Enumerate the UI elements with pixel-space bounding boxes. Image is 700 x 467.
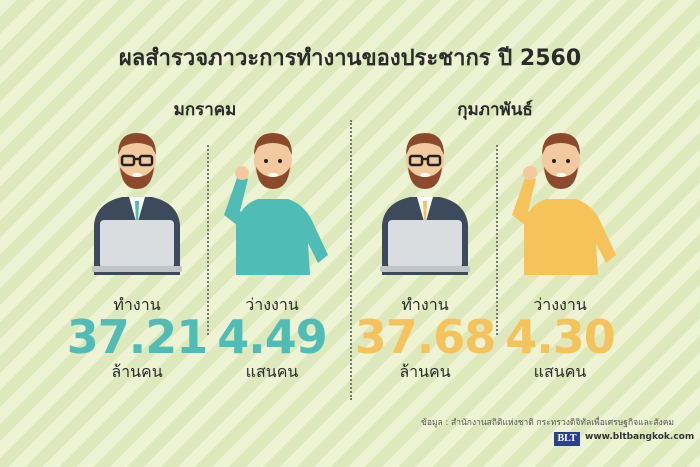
worker-laptop-figure (370, 125, 480, 275)
unemployed-unit: แสนคน (245, 362, 299, 381)
unemployed-value: 4.30 (505, 310, 616, 364)
employed-value: 37.21 (66, 310, 209, 364)
head (406, 133, 444, 189)
source-note: ข้อมูล : สำนักงานสถิติแห่งชาติ กระทรวงดิ… (421, 418, 674, 428)
worker-laptop-figure (82, 125, 192, 275)
divider (496, 145, 498, 335)
head (118, 133, 156, 189)
blt-logo: BLT (554, 432, 580, 446)
employed-label: ทำงาน (113, 295, 161, 314)
unemployed-label: ว่างงาน (533, 295, 587, 314)
month-january: มกราคม (173, 100, 237, 120)
page-title: ผลสำรวจภาวะการทำงานของประชากร ปี 2560 (118, 46, 582, 71)
unemployed-value: 4.49 (217, 310, 328, 364)
head (254, 133, 292, 189)
laptop-icon (100, 220, 174, 268)
unemployed-unit: แสนคน (533, 362, 587, 381)
unemployed-figure (506, 125, 616, 275)
website-link[interactable]: www.bltbangkok.com (585, 432, 695, 442)
head (542, 133, 580, 189)
unemployed-label: ว่างงาน (245, 295, 299, 314)
employed-label: ทำงาน (401, 295, 449, 314)
divider (350, 120, 352, 400)
employed-unit: ล้านคน (399, 362, 451, 381)
employed-unit: ล้านคน (111, 362, 163, 381)
laptop-icon (388, 220, 462, 268)
unemployed-figure (218, 125, 328, 275)
month-february: กุมภาพันธ์ (457, 100, 533, 120)
divider (207, 145, 209, 335)
employed-value: 37.68 (354, 310, 497, 364)
